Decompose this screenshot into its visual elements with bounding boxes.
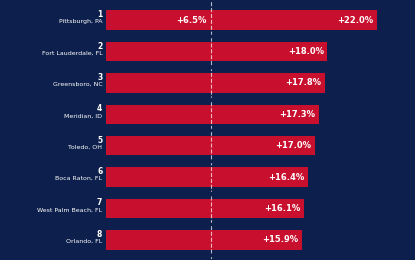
Text: Toledo, OH: Toledo, OH [68, 145, 102, 150]
Bar [106, 42, 327, 61]
Text: +18.0%: +18.0% [288, 47, 324, 56]
Text: +17.3%: +17.3% [279, 110, 315, 119]
Text: 3: 3 [97, 73, 102, 82]
Bar [106, 167, 308, 187]
Bar [106, 105, 319, 124]
Bar [106, 230, 302, 250]
Text: +17.0%: +17.0% [276, 141, 312, 150]
Text: Meridian, ID: Meridian, ID [64, 113, 102, 118]
Text: +17.8%: +17.8% [286, 79, 321, 87]
Text: Pittsburgh, PA: Pittsburgh, PA [59, 19, 102, 24]
Text: 6: 6 [97, 167, 102, 176]
Text: +16.1%: +16.1% [264, 204, 300, 213]
Text: 5: 5 [97, 136, 102, 145]
Text: 4: 4 [97, 104, 102, 113]
Text: 1: 1 [97, 10, 102, 19]
Text: +6.5%: +6.5% [176, 16, 207, 25]
Text: West Palm Beach, FL: West Palm Beach, FL [37, 207, 102, 212]
Text: +22.0%: +22.0% [337, 16, 373, 25]
Text: Greensboro, NC: Greensboro, NC [53, 82, 102, 87]
Text: +16.4%: +16.4% [268, 173, 304, 181]
Text: Orlando, FL: Orlando, FL [66, 239, 102, 244]
Text: 8: 8 [97, 230, 102, 239]
Bar [106, 199, 304, 218]
Text: 7: 7 [97, 198, 102, 207]
Bar [106, 136, 315, 155]
Text: Fort Lauderdale, FL: Fort Lauderdale, FL [42, 51, 102, 56]
Text: +15.9%: +15.9% [262, 235, 298, 244]
Text: Boca Raton, FL: Boca Raton, FL [55, 176, 102, 181]
Bar [106, 10, 377, 30]
Bar [106, 73, 325, 93]
Text: 2: 2 [97, 42, 102, 50]
